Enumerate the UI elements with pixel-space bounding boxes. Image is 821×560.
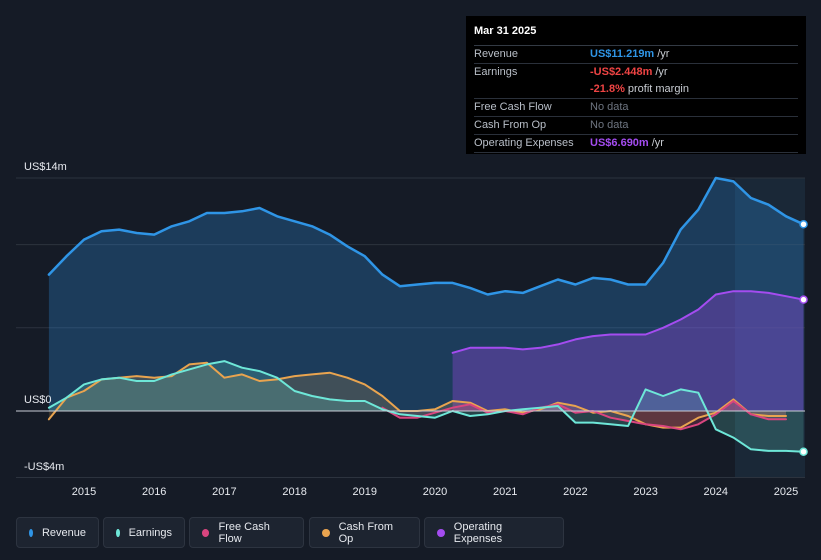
x-tick-label: 2015 — [72, 486, 96, 498]
tooltip-unit: /yr — [651, 137, 664, 149]
end-markers — [799, 220, 808, 456]
tooltip-value: US$11.219m — [590, 48, 655, 60]
tooltip-row-profit-margin: -21.8% profit margin — [474, 81, 798, 99]
legend-operating-expenses[interactable]: Operating Expenses — [424, 517, 564, 548]
tooltip-label: Operating Expenses — [474, 137, 574, 149]
revenue-dot-icon — [29, 528, 33, 537]
tooltip-row-fcf: Free Cash Flow No data — [474, 99, 798, 117]
legend-earnings[interactable]: Earnings — [103, 517, 185, 548]
tooltip-label — [474, 81, 590, 98]
legend-label: Cash From Op — [338, 520, 393, 545]
tooltip-value: No data — [590, 119, 629, 131]
tooltip-value: US$6.690m — [590, 137, 649, 149]
tooltip-label: Revenue — [474, 48, 519, 60]
revenue-end-marker[interactable] — [799, 220, 808, 229]
tooltip-value: No data — [590, 101, 629, 113]
x-tick-label: 2025 — [774, 486, 798, 498]
opex-dot-icon — [437, 528, 445, 537]
x-tick-label: 2018 — [282, 486, 306, 498]
x-tick-label: 2016 — [142, 486, 166, 498]
operating-expenses-end-marker[interactable] — [799, 295, 808, 304]
tooltip-unit: profit margin — [627, 83, 689, 95]
earnings-line — [47, 360, 805, 453]
free-cash-flow-area — [382, 401, 786, 430]
data-tooltip: Mar 31 2025 Revenue US$11.219m /yr Earni… — [466, 16, 806, 154]
cfo-dot-icon — [322, 528, 330, 537]
x-tick-label: 2021 — [493, 486, 517, 498]
legend-label: Revenue — [41, 526, 86, 539]
fcf-dot-icon — [202, 528, 210, 537]
earnings-area — [48, 361, 804, 452]
x-tick-label: 2017 — [212, 486, 236, 498]
revenue-line — [47, 176, 805, 296]
grid — [16, 177, 805, 479]
tooltip-label: Free Cash Flow — [474, 101, 552, 113]
legend-revenue[interactable]: Revenue — [16, 517, 99, 548]
tooltip-row-opex: Operating Expenses US$6.690m /yr — [474, 135, 798, 153]
y-tick-label-bottom: -US$4m — [24, 461, 64, 473]
tooltip-value: -US$2.448m — [590, 66, 653, 78]
x-axis-ticks: 2015 2016 2017 2018 2019 2020 2021 2022 2023 2024… — [72, 486, 798, 498]
x-tick-label: 2022 — [563, 486, 587, 498]
tooltip-label: Cash From Op — [474, 119, 547, 131]
legend-label: Operating Expenses — [453, 520, 503, 545]
tooltip-value: -21.8% — [590, 83, 625, 95]
tooltip-unit: /yr — [655, 66, 668, 78]
legend-cash-from-op[interactable]: Cash From Op — [309, 517, 420, 548]
operating-expenses-line — [451, 290, 805, 354]
x-tick-label: 2024 — [704, 486, 728, 498]
operating-expenses-area — [452, 291, 804, 411]
earnings-dot-icon — [116, 528, 120, 537]
tooltip-row-cfo: Cash From Op No data — [474, 117, 798, 135]
tooltip-unit: /yr — [657, 48, 670, 60]
tooltip-date: Mar 31 2025 — [474, 23, 798, 46]
free-cash-flow-line — [381, 400, 787, 431]
tooltip-label: Earnings — [474, 66, 518, 78]
x-tick-label: 2019 — [353, 486, 377, 498]
tooltip-row-earnings: Earnings -US$2.448m /yr — [474, 64, 798, 81]
legend-label: Earnings — [128, 526, 172, 539]
y-tick-label-top: US$14m — [24, 161, 67, 173]
earnings-end-marker[interactable] — [799, 447, 808, 456]
y-tick-label-zero: US$0 — [24, 394, 52, 406]
legend-label: Free Cash Flow — [218, 520, 270, 545]
revenue-area — [48, 178, 804, 411]
tooltip-row-revenue: Revenue US$11.219m /yr — [474, 46, 798, 64]
x-tick-label: 2020 — [423, 486, 447, 498]
x-tick-label: 2023 — [633, 486, 657, 498]
legend-free-cash-flow[interactable]: Free Cash Flow — [189, 517, 304, 548]
